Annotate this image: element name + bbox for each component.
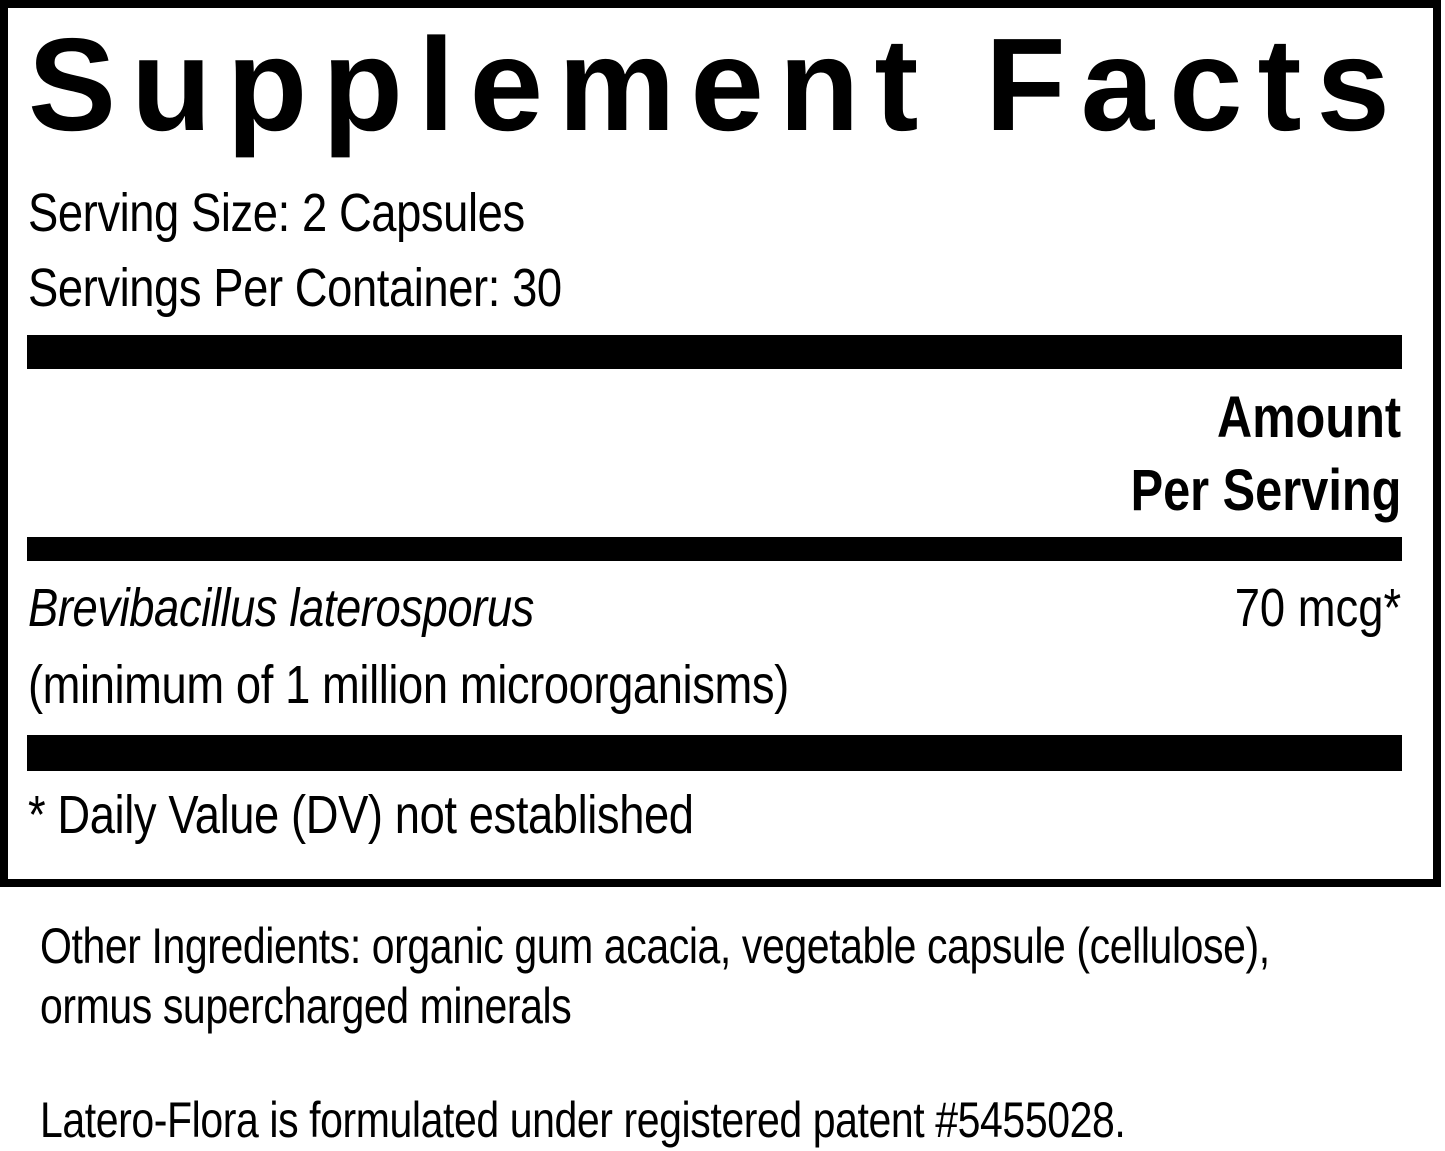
- ingredient-amount: 70 mcg*: [1234, 578, 1401, 638]
- supplement-facts-panel: [0, 0, 1441, 887]
- ingredient-note: (minimum of 1 million microorganisms): [28, 655, 789, 715]
- thick-divider: [27, 335, 1402, 369]
- amount-header-line2: Per Serving: [1130, 458, 1401, 523]
- medium-divider: [27, 537, 1402, 561]
- panel-title: Supplement Facts: [28, 11, 1405, 158]
- patent-note: Latero-Flora is formulated under registe…: [40, 1092, 1126, 1148]
- thick-divider: [27, 735, 1402, 771]
- amount-header-line1: Amount: [1216, 385, 1401, 450]
- serving-size: Serving Size: 2 Capsules: [28, 183, 525, 243]
- ingredient-name: Brevibacillus laterosporus: [28, 578, 534, 638]
- other-ingredients-line2: ormus supercharged minerals: [40, 978, 572, 1034]
- servings-per-container: Servings Per Container: 30: [28, 258, 562, 318]
- footnote: * Daily Value (DV) not established: [28, 785, 694, 845]
- other-ingredients-line1: Other Ingredients: organic gum acacia, v…: [40, 918, 1270, 974]
